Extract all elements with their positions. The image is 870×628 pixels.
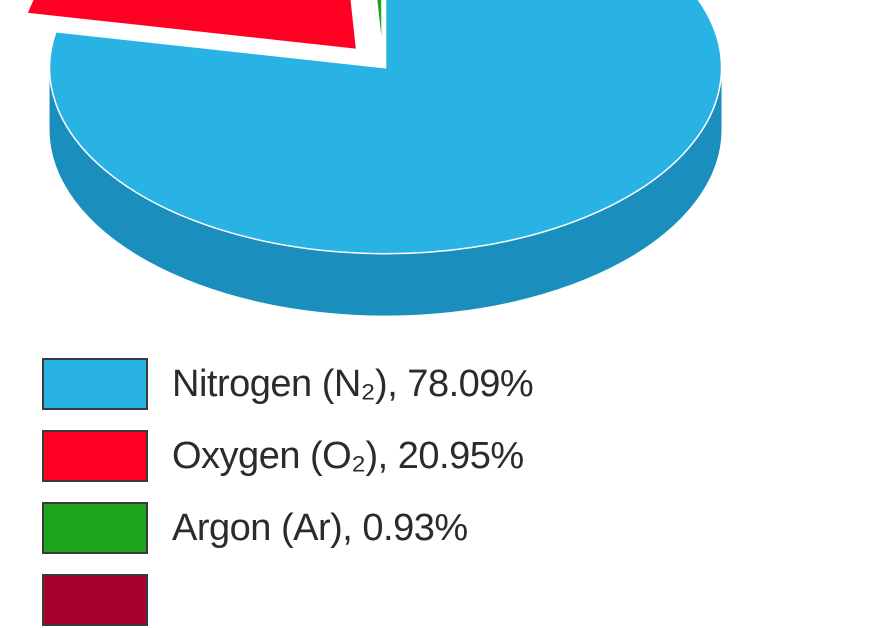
pie-slice-top xyxy=(382,0,384,48)
legend-swatch-argon xyxy=(42,502,148,554)
pie-slice-top xyxy=(375,0,383,51)
pie-slice-oxygen xyxy=(25,0,358,51)
pie-slice-top xyxy=(48,0,723,255)
legend-label-nitrogen: Nitrogen (N₂), 78.09% xyxy=(172,363,534,405)
legend-swatch-other xyxy=(42,574,148,626)
legend-swatch-nitrogen xyxy=(42,358,148,410)
pie-slice-other xyxy=(382,0,384,48)
pie-slice-side xyxy=(49,67,722,316)
legend-item-other xyxy=(42,574,742,628)
pie-slice-top xyxy=(25,0,358,51)
legend-item-nitrogen: Nitrogen (N₂), 78.09% xyxy=(42,358,742,412)
legend-label-oxygen: Oxygen (O₂), 20.95% xyxy=(172,435,524,477)
legend-item-argon: Argon (Ar), 0.93% xyxy=(42,502,742,556)
pie-slice-argon xyxy=(375,0,383,51)
pie-slice-nitrogen xyxy=(48,0,723,316)
legend-label-argon: Argon (Ar), 0.93% xyxy=(172,507,468,549)
legend-item-oxygen: Oxygen (O₂), 20.95% xyxy=(42,430,742,484)
legend-swatch-oxygen xyxy=(42,430,148,482)
pie-chart xyxy=(25,0,723,316)
